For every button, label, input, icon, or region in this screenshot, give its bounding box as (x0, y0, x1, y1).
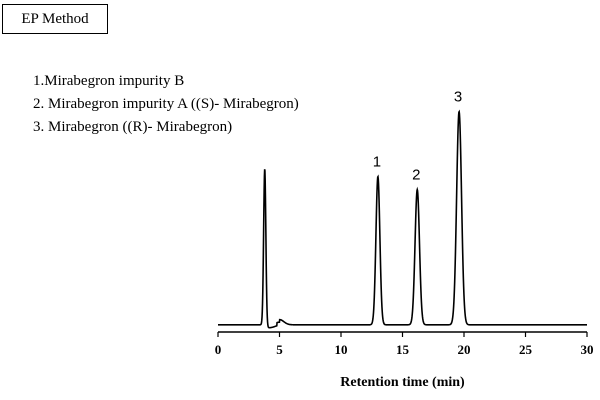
x-tick-label: 20 (458, 342, 471, 357)
legend-item-1: 1.Mirabegron impurity B (33, 73, 185, 89)
peak-labels: 1 2 3 (373, 89, 463, 184)
x-tick-label: 10 (335, 342, 348, 357)
peak-label-3: 3 (454, 89, 462, 106)
x-tick-label: 15 (396, 342, 410, 357)
x-tick-label: 30 (581, 342, 594, 357)
plot-area: 0 5 10 15 20 25 30 1 2 3 Retention time (min) (215, 89, 594, 390)
method-label: EP Method (2, 4, 108, 34)
peak-label-1: 1 (373, 154, 381, 171)
x-ticks: 0 5 10 15 20 25 30 (215, 332, 594, 357)
peak-label-2: 2 (412, 167, 420, 184)
x-tick-label: 5 (276, 342, 283, 357)
x-axis-label: Retention time (min) (340, 375, 465, 390)
legend-item-2: 2. Mirabegron impurity A ((S)- Mirabegro… (33, 96, 299, 112)
peak-legend: 1.Mirabegron impurity B 2. Mirabegron im… (33, 70, 299, 139)
x-tick-label: 25 (519, 342, 533, 357)
legend-item-3: 3. Mirabegron ((R)- Mirabegron) (33, 119, 233, 135)
chromatogram-trace (218, 109, 587, 329)
x-tick-label: 0 (215, 342, 222, 357)
